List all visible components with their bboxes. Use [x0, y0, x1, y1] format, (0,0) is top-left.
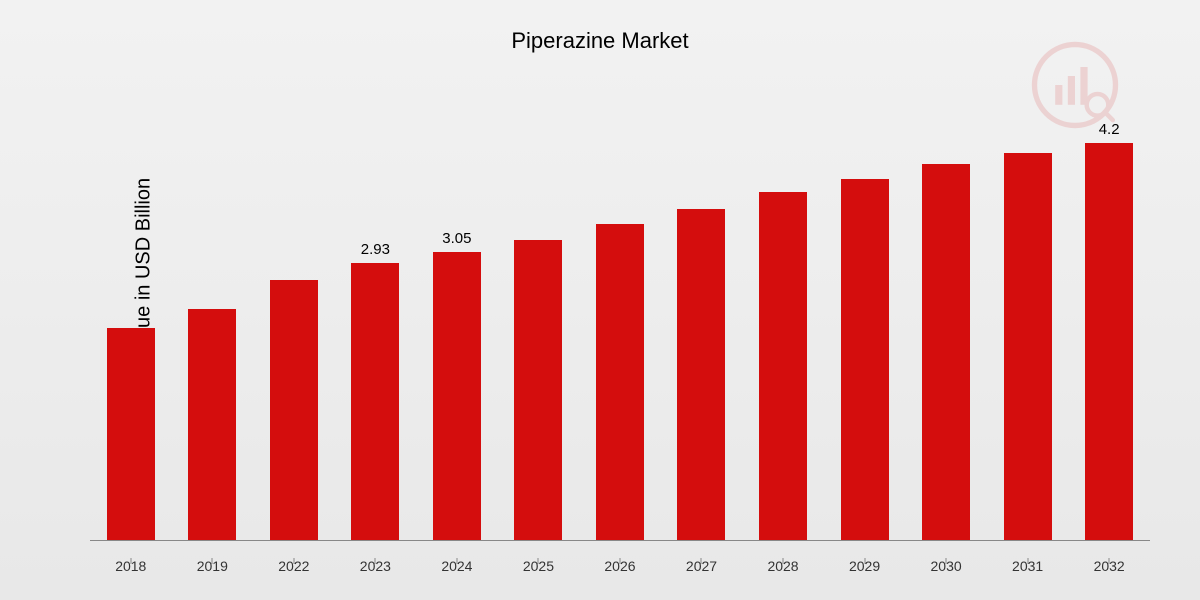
x-axis-line — [90, 540, 1150, 541]
bar-group — [987, 115, 1069, 540]
bar-group: 3.05 — [416, 115, 498, 540]
bar — [107, 328, 155, 541]
bar — [1004, 153, 1052, 540]
x-axis-label: 2024 — [416, 558, 498, 574]
bar: 4.2 — [1085, 143, 1133, 540]
x-axis-tick — [456, 558, 457, 564]
bar-group — [742, 115, 824, 540]
bar — [596, 224, 644, 540]
bar-group — [905, 115, 987, 540]
x-axis-label: 2026 — [579, 558, 661, 574]
x-axis-tick — [701, 558, 702, 564]
plot-area: 2.93 3.05 4.2 — [90, 115, 1150, 540]
x-axis-tick — [212, 558, 213, 564]
x-axis-label: 2022 — [253, 558, 335, 574]
bar-group — [498, 115, 580, 540]
bar-value-label: 3.05 — [442, 230, 471, 247]
bar-group — [579, 115, 661, 540]
x-axis-label: 2019 — [172, 558, 254, 574]
bar — [188, 309, 236, 540]
bars-container: 2.93 3.05 4.2 — [90, 115, 1150, 540]
x-axis-tick — [1027, 558, 1028, 564]
bar — [759, 192, 807, 540]
x-axis-tick — [293, 558, 294, 564]
chart-title: Piperazine Market — [0, 0, 1200, 54]
bar-group: 4.2 — [1068, 115, 1150, 540]
x-axis-label: 2027 — [661, 558, 743, 574]
bar-group — [90, 115, 172, 540]
x-axis-tick — [864, 558, 865, 564]
bar — [677, 209, 725, 540]
x-labels-container: 2018201920222023202420252026202720282029… — [90, 540, 1150, 574]
bar — [841, 179, 889, 540]
bar-group: 2.93 — [335, 115, 417, 540]
x-axis: 2018201920222023202420252026202720282029… — [90, 540, 1150, 600]
bar: 2.93 — [351, 263, 399, 540]
x-axis-tick — [946, 558, 947, 564]
bar-group — [661, 115, 743, 540]
bar — [270, 280, 318, 540]
x-axis-label: 2031 — [987, 558, 1069, 574]
bar-value-label: 4.2 — [1099, 121, 1120, 138]
x-axis-tick — [538, 558, 539, 564]
x-axis-tick — [375, 558, 376, 564]
bar-group — [253, 115, 335, 540]
x-axis-tick — [783, 558, 784, 564]
bar-value-label: 2.93 — [361, 241, 390, 258]
x-axis-label: 2029 — [824, 558, 906, 574]
bar-group — [172, 115, 254, 540]
bar-group — [824, 115, 906, 540]
x-axis-label: 2032 — [1068, 558, 1150, 574]
x-axis-tick — [1109, 558, 1110, 564]
x-axis-label: 2028 — [742, 558, 824, 574]
x-axis-label: 2023 — [335, 558, 417, 574]
x-axis-tick — [130, 558, 131, 564]
bar: 3.05 — [433, 252, 481, 540]
x-axis-label: 2018 — [90, 558, 172, 574]
bar — [514, 240, 562, 540]
bar — [922, 164, 970, 540]
x-axis-tick — [619, 558, 620, 564]
chart-container: Piperazine Market Market Value in USD Bi… — [0, 0, 1200, 600]
x-axis-label: 2030 — [905, 558, 987, 574]
x-axis-label: 2025 — [498, 558, 580, 574]
